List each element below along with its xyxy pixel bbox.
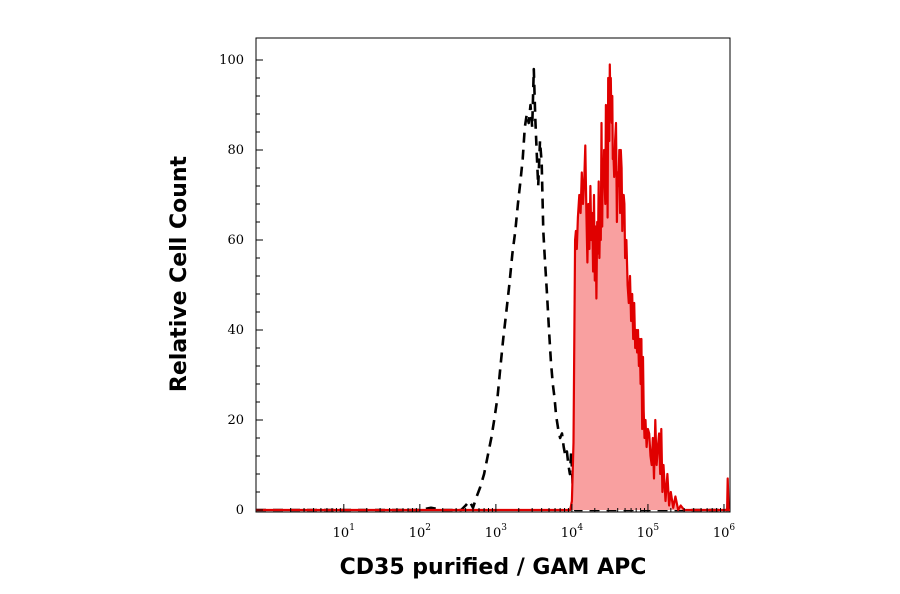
series-1-fill [256,64,730,510]
series-1-line [256,63,730,512]
x-axis-title: CD35 purified / GAM APC [340,555,647,580]
series-0-line [256,67,730,512]
x-tick-label: 103 [485,523,508,541]
x-tick-label: 101 [333,523,355,541]
y-tick-label: 80 [227,143,244,158]
x-tick-label: 106 [713,523,736,541]
x-tick-label: 102 [409,523,431,541]
y-tick-label: 60 [227,233,244,248]
y-tick-label: 100 [219,53,244,68]
y-tick-label: 40 [227,323,244,338]
x-tick-label: 105 [637,523,660,541]
plot-frame [255,37,731,513]
y-tick-label: 20 [227,413,244,428]
y-axis-title: Relative Cell Count [167,155,192,392]
x-tick-label: 104 [561,523,584,541]
y-tick-label: 0 [236,503,244,518]
